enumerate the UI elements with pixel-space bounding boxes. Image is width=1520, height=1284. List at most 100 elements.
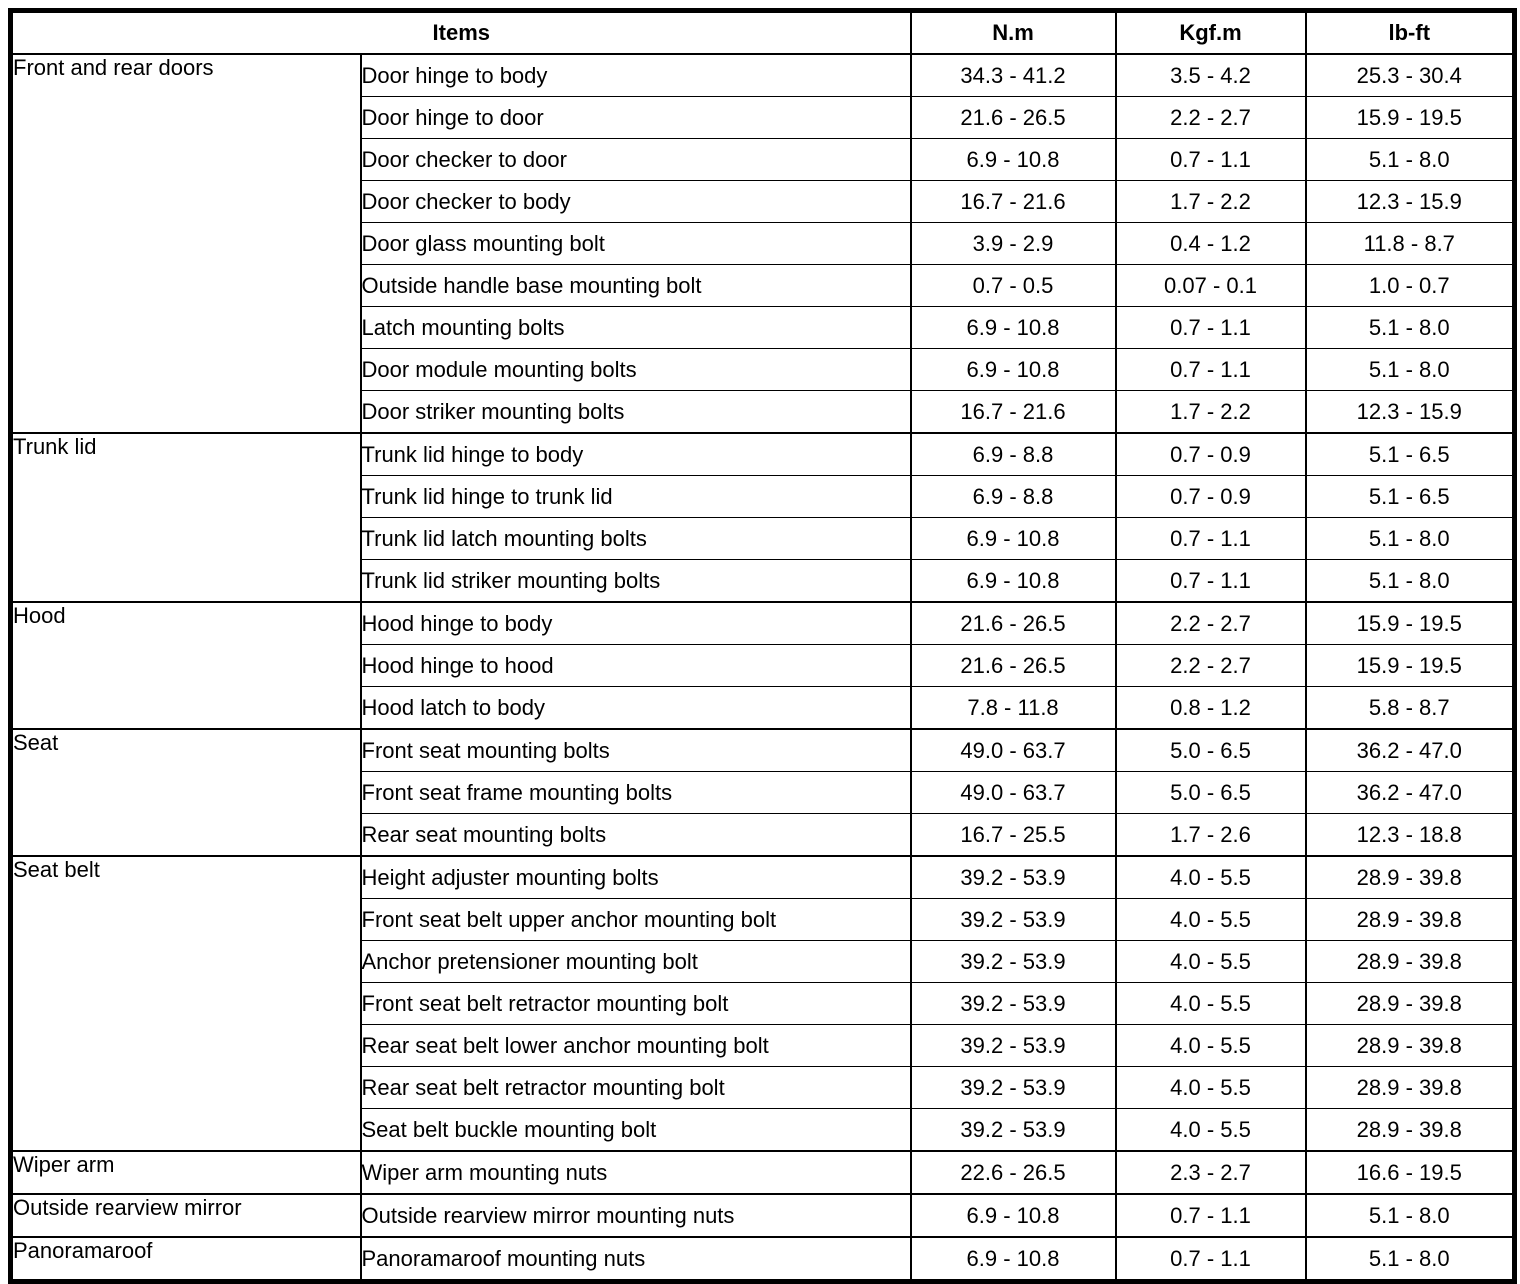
lbft-value-cell: 11.8 - 8.7 — [1304, 222, 1516, 265]
kgfm-value-cell: 1.7 - 2.6 — [1114, 813, 1307, 857]
kgfm-value-cell: 5.0 - 6.5 — [1114, 771, 1307, 814]
table-row: Door striker mounting bolts 16.7 - 21.6 … — [11, 390, 1516, 434]
lbft-value-cell: 5.1 - 6.5 — [1304, 475, 1516, 518]
lbft-value-cell: 28.9 - 39.8 — [1304, 940, 1516, 983]
nm-value-cell: 21.6 - 26.5 — [909, 96, 1117, 139]
table-row: Hood Hood hinge to body 21.6 - 26.5 2.2 … — [9, 601, 1516, 730]
item-cell: Rear seat mounting bolts — [359, 813, 912, 857]
lbft-value-cell: 12.3 - 15.9 — [1304, 390, 1516, 434]
kgfm-value-cell: 0.7 - 1.1 — [1114, 306, 1307, 349]
item-cell: Anchor pretensioner mounting bolt — [359, 940, 912, 983]
lbft-value-cell: 28.9 - 39.8 — [1304, 1108, 1516, 1152]
kgfm-value-cell: 4.0 - 5.5 — [1114, 940, 1307, 983]
nm-value-cell: 6.9 - 10.8 — [909, 1236, 1117, 1282]
lbft-value-cell: 5.1 - 8.0 — [1304, 306, 1516, 349]
nm-value-cell: 16.7 - 21.6 — [909, 390, 1117, 434]
kgfm-value-cell: 0.07 - 0.1 — [1114, 264, 1307, 307]
header-nm: N.m — [909, 10, 1117, 55]
item-cell: Door glass mounting bolt — [359, 222, 912, 265]
kgfm-value-cell: 0.7 - 1.1 — [1114, 138, 1307, 181]
item-cell: Seat belt buckle mounting bolt — [359, 1108, 912, 1152]
table-row: Wiper arm Wiper arm mounting nuts 22.6 -… — [9, 1150, 1516, 1195]
kgfm-value-cell: 0.8 - 1.2 — [1114, 686, 1307, 730]
item-cell: Wiper arm mounting nuts — [359, 1150, 912, 1195]
table-row: Seat belt Height adjuster mounting bolts… — [9, 855, 1516, 1152]
table-row: Rear seat belt retractor mounting bolt 3… — [11, 1066, 1516, 1109]
item-cell: Front seat belt retractor mounting bolt — [359, 982, 912, 1025]
nm-value-cell: 6.9 - 10.8 — [909, 559, 1117, 603]
item-cell: Hood hinge to hood — [359, 644, 912, 687]
kgfm-value-cell: 1.7 - 2.2 — [1114, 390, 1307, 434]
table-row: Trunk lid Trunk lid hinge to body 6.9 - … — [9, 432, 1516, 603]
kgfm-value-cell: 4.0 - 5.5 — [1114, 1024, 1307, 1067]
table-row: Door checker to door 6.9 - 10.8 0.7 - 1.… — [11, 138, 1516, 181]
item-cell: Front seat frame mounting bolts — [359, 771, 912, 814]
category-cell: Front and rear doors — [9, 53, 362, 434]
nm-value-cell: 39.2 - 53.9 — [909, 898, 1117, 941]
lbft-value-cell: 5.1 - 8.0 — [1304, 517, 1516, 560]
nm-value-cell: 21.6 - 26.5 — [909, 601, 1117, 645]
category-cell: Outside rearview mirror — [9, 1193, 362, 1238]
item-cell: Outside rearview mirror mounting nuts — [359, 1193, 912, 1238]
nm-value-cell: 21.6 - 26.5 — [909, 644, 1117, 687]
table-row: Seat Front seat mounting bolts 49.0 - 63… — [9, 728, 1516, 857]
item-cell: Trunk lid hinge to body — [359, 432, 912, 476]
table-row: Anchor pretensioner mounting bolt 39.2 -… — [11, 940, 1516, 983]
lbft-value-cell: 15.9 - 19.5 — [1304, 601, 1516, 645]
item-cell: Trunk lid hinge to trunk lid — [359, 475, 912, 518]
category-cell: Trunk lid — [9, 432, 362, 603]
item-cell: Hood latch to body — [359, 686, 912, 730]
table-row: Front and rear doors Door hinge to body … — [9, 53, 1516, 434]
lbft-value-cell: 1.0 - 0.7 — [1304, 264, 1516, 307]
nm-value-cell: 39.2 - 53.9 — [909, 940, 1117, 983]
nm-value-cell: 49.0 - 63.7 — [909, 771, 1117, 814]
nm-value-cell: 3.9 - 2.9 — [909, 222, 1117, 265]
kgfm-value-cell: 0.7 - 1.1 — [1114, 348, 1307, 391]
table-row: Hood latch to body 7.8 - 11.8 0.8 - 1.2 … — [11, 686, 1516, 730]
lbft-value-cell: 5.1 - 8.0 — [1304, 1236, 1516, 1282]
kgfm-value-cell: 0.7 - 0.9 — [1114, 432, 1307, 476]
table-row: Hood hinge to hood 21.6 - 26.5 2.2 - 2.7… — [11, 644, 1516, 687]
category-cell: Wiper arm — [9, 1150, 362, 1195]
nm-value-cell: 0.7 - 0.5 — [909, 264, 1117, 307]
item-cell: Latch mounting bolts — [359, 306, 912, 349]
header-row: Items N.m Kgf.m lb-ft — [9, 10, 1516, 55]
kgfm-value-cell: 0.7 - 1.1 — [1114, 1236, 1307, 1282]
lbft-value-cell: 5.1 - 8.0 — [1304, 138, 1516, 181]
table-row: Trunk lid striker mounting bolts 6.9 - 1… — [11, 559, 1516, 603]
torque-spec-table: Items N.m Kgf.m lb-ft Front and rear doo… — [8, 8, 1518, 1284]
item-cell: Rear seat belt lower anchor mounting bol… — [359, 1024, 912, 1067]
header-items: Items — [9, 10, 912, 55]
kgfm-value-cell: 0.7 - 1.1 — [1114, 1193, 1307, 1238]
item-cell: Door hinge to door — [359, 96, 912, 139]
header-lbft: lb-ft — [1304, 10, 1516, 55]
lbft-value-cell: 16.6 - 19.5 — [1304, 1150, 1516, 1195]
item-cell: Trunk lid striker mounting bolts — [359, 559, 912, 603]
kgfm-value-cell: 5.0 - 6.5 — [1114, 728, 1307, 772]
item-cell: Front seat mounting bolts — [359, 728, 912, 772]
kgfm-value-cell: 4.0 - 5.5 — [1114, 982, 1307, 1025]
lbft-value-cell: 15.9 - 19.5 — [1304, 644, 1516, 687]
item-cell: Door hinge to body — [359, 53, 912, 97]
lbft-value-cell: 28.9 - 39.8 — [1304, 1066, 1516, 1109]
lbft-value-cell: 5.1 - 6.5 — [1304, 432, 1516, 476]
lbft-value-cell: 25.3 - 30.4 — [1304, 53, 1516, 97]
lbft-value-cell: 28.9 - 39.8 — [1304, 982, 1516, 1025]
lbft-value-cell: 5.1 - 8.0 — [1304, 559, 1516, 603]
item-cell: Door checker to door — [359, 138, 912, 181]
kgfm-value-cell: 2.3 - 2.7 — [1114, 1150, 1307, 1195]
table-row: Front seat belt retractor mounting bolt … — [11, 982, 1516, 1025]
header-kgfm: Kgf.m — [1114, 10, 1307, 55]
nm-value-cell: 6.9 - 10.8 — [909, 306, 1117, 349]
table-row: Seat belt buckle mounting bolt 39.2 - 53… — [11, 1108, 1516, 1152]
table-row: Door module mounting bolts 6.9 - 10.8 0.… — [11, 348, 1516, 391]
lbft-value-cell: 28.9 - 39.8 — [1304, 855, 1516, 899]
item-cell: Door checker to body — [359, 180, 912, 223]
kgfm-value-cell: 2.2 - 2.7 — [1114, 96, 1307, 139]
nm-value-cell: 6.9 - 10.8 — [909, 138, 1117, 181]
table-row: Latch mounting bolts 6.9 - 10.8 0.7 - 1.… — [11, 306, 1516, 349]
kgfm-value-cell: 2.2 - 2.7 — [1114, 601, 1307, 645]
lbft-value-cell: 28.9 - 39.8 — [1304, 898, 1516, 941]
lbft-value-cell: 5.1 - 8.0 — [1304, 1193, 1516, 1238]
